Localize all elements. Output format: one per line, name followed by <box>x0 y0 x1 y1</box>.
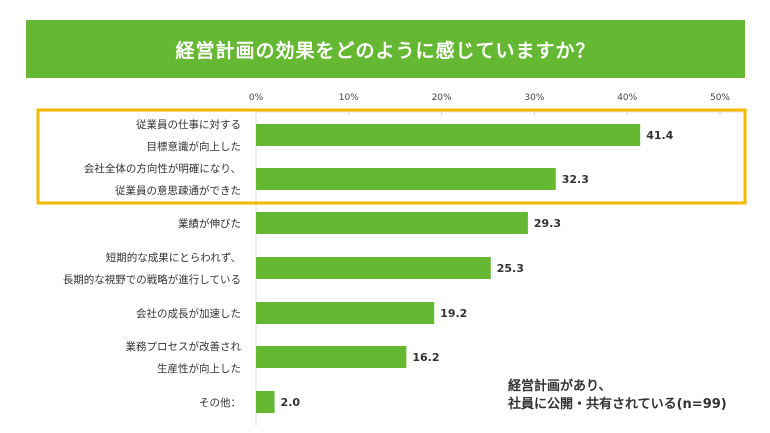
highlight-box <box>36 108 747 205</box>
category-label: その他： <box>199 396 241 409</box>
category-label: 会社全体の方向性が明確になり、 <box>84 162 241 175</box>
value-label: 29.3 <box>534 217 561 230</box>
bar <box>256 124 641 146</box>
category-label: 短期的な成果にとらわれず、 <box>106 251 241 264</box>
value-label: 25.3 <box>497 262 524 275</box>
bar <box>256 391 275 413</box>
value-label: 41.4 <box>646 129 673 142</box>
category-label: 業務プロセスが改善され <box>126 340 242 353</box>
tick-label: 50% <box>710 93 730 103</box>
bar <box>256 212 528 234</box>
value-label: 19.2 <box>440 307 467 320</box>
bar <box>256 257 491 279</box>
note-line: 社員に公開・共有されている(n=99) <box>508 397 727 412</box>
note-line: 経営計画があり、 <box>508 379 612 394</box>
bar <box>256 302 435 324</box>
category-label: 従業員の意思疎通ができた <box>115 184 241 197</box>
value-label: 16.2 <box>412 351 439 364</box>
value-label: 2.0 <box>281 396 301 409</box>
bar <box>256 346 407 368</box>
category-label: 目標意識が向上した <box>147 140 242 153</box>
tick-label: 30% <box>524 93 544 103</box>
category-label: 会社の成長が加速した <box>136 307 241 320</box>
tick-label: 10% <box>339 93 359 103</box>
category-label: 従業員の仕事に対する <box>136 118 241 131</box>
tick-label: 0% <box>249 93 264 103</box>
category-label: 長期的な視野での戦略が進行している <box>63 273 241 286</box>
tick-label: 40% <box>617 93 637 103</box>
chart-note: 経営計画があり、 社員に公開・共有されている(n=99) <box>508 378 727 414</box>
bar <box>256 168 556 190</box>
category-label: 生産性が向上した <box>157 362 241 375</box>
chart-title: 経営計画の効果をどのように感じていますか？ <box>26 20 745 78</box>
value-label: 32.3 <box>562 173 589 186</box>
category-label: 業績が伸びた <box>178 217 241 230</box>
tick-label: 20% <box>432 93 452 103</box>
